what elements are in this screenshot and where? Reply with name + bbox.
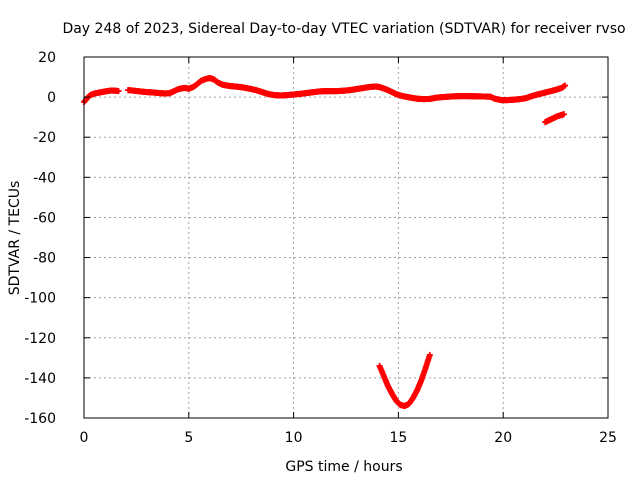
y-tick-label: 20 — [38, 50, 56, 66]
y-tick-label: -60 — [33, 210, 56, 226]
x-axis-label: GPS time / hours — [285, 459, 402, 475]
data-series — [81, 75, 569, 409]
y-tick-label: -160 — [24, 411, 56, 427]
x-tick-label: 25 — [599, 430, 617, 446]
plot-frame — [83, 56, 609, 419]
x-tick-label: 5 — [184, 430, 193, 446]
y-tick-label: -100 — [24, 291, 56, 307]
y-tick-label: -40 — [33, 170, 56, 186]
data-point — [115, 88, 122, 95]
data-point — [426, 351, 433, 358]
y-tick-label: 0 — [47, 90, 56, 106]
chart-title: Day 248 of 2023, Sidereal Day-to-day VTE… — [62, 21, 625, 37]
x-tick-label: 10 — [285, 430, 303, 446]
x-tick-label: 15 — [389, 430, 407, 446]
y-tick-label: -80 — [33, 251, 56, 267]
grid-lines — [84, 57, 608, 418]
x-tick-label: 20 — [494, 430, 512, 446]
y-axis-label: SDTVAR / TECUs — [7, 181, 23, 296]
y-tick-label: -140 — [24, 371, 56, 387]
axis-ticks: -160 -140 -120 -100 -80 -60 -40 -20 0 20 0 5 10 15 20 2… — [24, 50, 617, 446]
data-point — [560, 111, 567, 118]
data-point — [562, 82, 569, 89]
y-tick-label: -120 — [24, 331, 56, 347]
y-tick-label: -20 — [33, 130, 56, 146]
x-tick-label: 0 — [80, 430, 89, 446]
